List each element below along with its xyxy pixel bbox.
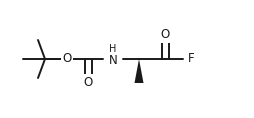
Text: F: F [188,53,194,65]
Polygon shape [135,59,144,83]
Text: O: O [160,29,170,42]
Text: N: N [109,55,117,67]
Text: O: O [62,53,72,65]
Text: H: H [109,44,117,54]
Text: O: O [83,76,93,88]
